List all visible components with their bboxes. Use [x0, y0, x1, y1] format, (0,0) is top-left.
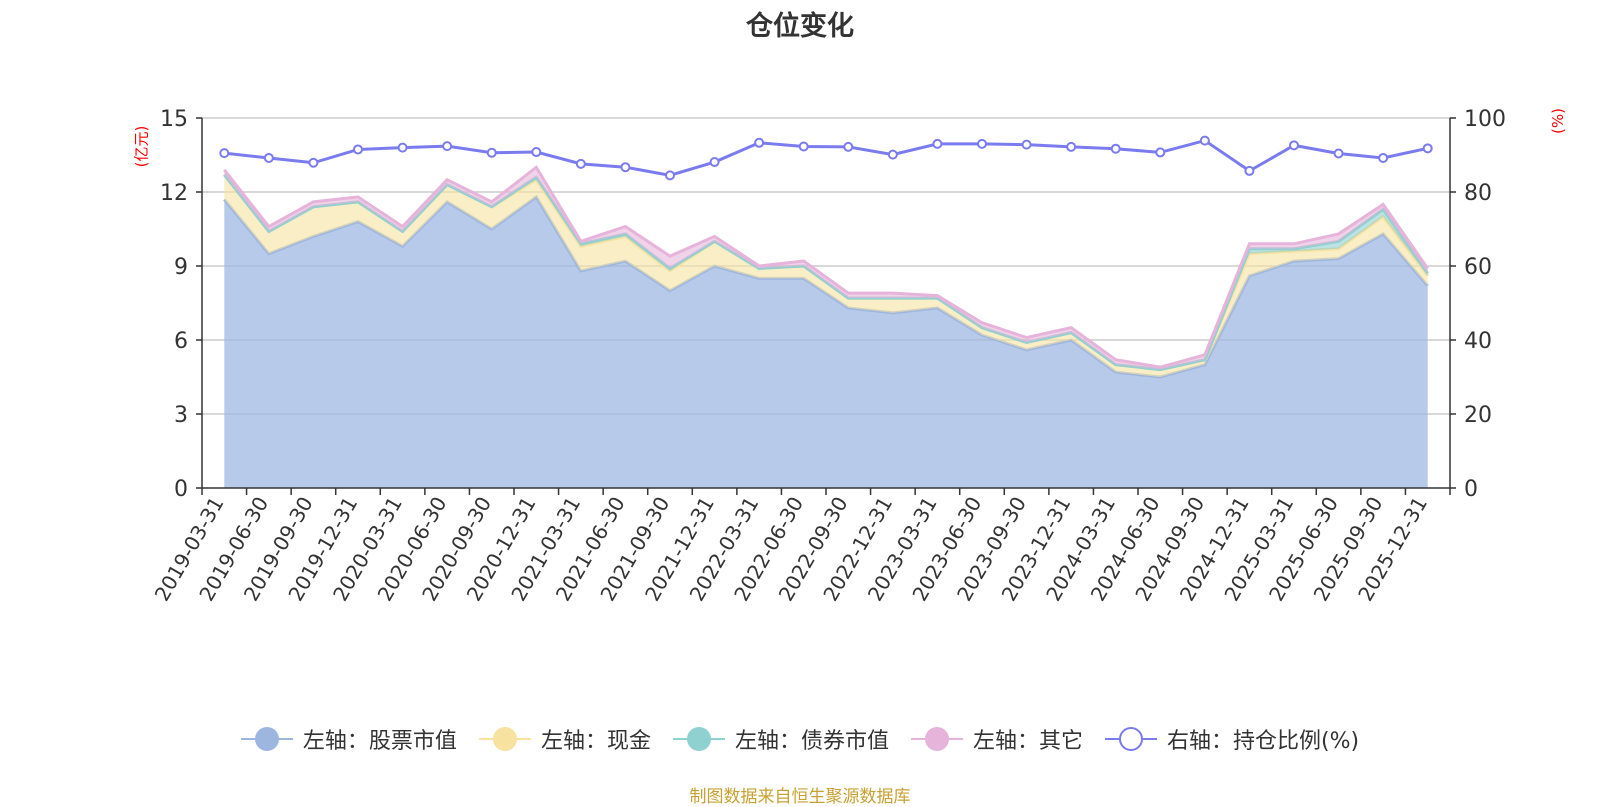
legend-label: 左轴：现金: [540, 729, 651, 754]
right-tick-label: 60: [1464, 255, 1492, 280]
holding-ratio-point: [575, 158, 586, 169]
holding-ratio-point: [620, 162, 631, 173]
holding-ratio-point: [1199, 135, 1210, 146]
holding-ratio-point: [308, 157, 319, 168]
holding-ratio-point: [1155, 147, 1166, 158]
holding-ratio-point: [798, 141, 809, 152]
holding-ratio-point: [263, 152, 274, 163]
chart-title: 仓位变化: [746, 11, 854, 42]
legend-marker-icon: [672, 727, 725, 751]
left-tick-label: 12: [160, 181, 188, 206]
holding-ratio-point: [1066, 141, 1077, 152]
holding-ratio-point: [843, 141, 854, 152]
legend-label: 左轴：债券市值: [734, 729, 889, 754]
area-series-1: [224, 196, 1428, 488]
holding-ratio-point: [219, 148, 230, 159]
left-tick-label: 9: [174, 255, 188, 280]
legend-item[interactable]: 左轴：股票市值: [240, 723, 457, 755]
holding-ratio-point: [932, 138, 943, 149]
holding-ratio-point: [709, 157, 720, 168]
holding-ratio-line: [224, 138, 1429, 177]
holding-ratio-point: [1244, 165, 1255, 176]
legend-item[interactable]: 左轴：债券市值: [672, 723, 889, 755]
data-source-note: 制图数据来自恒生聚源数据库: [689, 787, 911, 807]
holding-ratio-point: [1378, 152, 1389, 163]
legend-marker-icon: [240, 727, 293, 751]
holding-ratio-point: [397, 142, 408, 153]
holding-ratio-point: [531, 147, 542, 158]
legend-item[interactable]: 左轴：现金: [478, 723, 651, 755]
legend-item[interactable]: 右轴：持仓比例(%): [1104, 723, 1360, 755]
holding-ratio-point: [754, 137, 765, 148]
holding-ratio-point: [1422, 143, 1433, 154]
right-tick-label: 40: [1464, 329, 1492, 354]
holding-ratio-point: [1333, 148, 1344, 159]
right-tick-label: 80: [1464, 181, 1492, 206]
legend-marker-icon: [478, 727, 531, 751]
legend-marker-icon: [910, 727, 963, 751]
holding-ratio-point: [486, 147, 497, 158]
chart-legend: 左轴：股票市值 左轴：现金 左轴：债券市值 左轴：其它 右轴：持仓比例(%): [0, 723, 1600, 755]
legend-label: 右轴：持仓比例(%): [1166, 729, 1360, 754]
holding-ratio-point: [1021, 139, 1032, 150]
area-series-line-4: [223, 165, 1429, 369]
holding-ratio-point: [665, 170, 675, 181]
right-tick-label: 0: [1464, 477, 1478, 502]
holding-ratio-point: [353, 144, 363, 155]
left-tick-label: 6: [174, 329, 188, 354]
legend-label: 左轴：股票市值: [302, 729, 457, 754]
legend-item[interactable]: 左轴：其它: [910, 723, 1083, 755]
holding-ratio-point: [442, 141, 453, 152]
holding-ratio-point: [1110, 143, 1121, 154]
holding-ratio-point: [887, 149, 898, 160]
right-tick-label: 100: [1464, 107, 1506, 132]
legend-label: 左轴：其它: [972, 729, 1083, 754]
left-tick-label: 0: [174, 477, 188, 502]
legend-marker-icon: [1104, 727, 1157, 751]
right-tick-label: 20: [1464, 403, 1492, 428]
holding-ratio-point: [977, 138, 987, 149]
holding-ratio-point: [1289, 140, 1299, 151]
left-tick-label: 15: [160, 107, 188, 132]
left-tick-label: 3: [174, 403, 188, 428]
